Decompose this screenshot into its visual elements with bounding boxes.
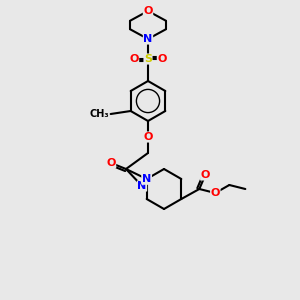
Text: N: N [143,34,153,44]
Text: O: O [129,54,139,64]
Text: O: O [143,6,153,16]
Text: S: S [144,54,152,64]
Text: O: O [157,54,167,64]
Text: CH₃: CH₃ [89,109,109,119]
Text: N: N [142,174,151,184]
Text: O: O [106,158,116,168]
Text: N: N [142,174,151,184]
Text: O: O [201,170,210,180]
Text: O: O [143,132,153,142]
Text: N: N [137,181,147,191]
Text: O: O [211,188,220,198]
